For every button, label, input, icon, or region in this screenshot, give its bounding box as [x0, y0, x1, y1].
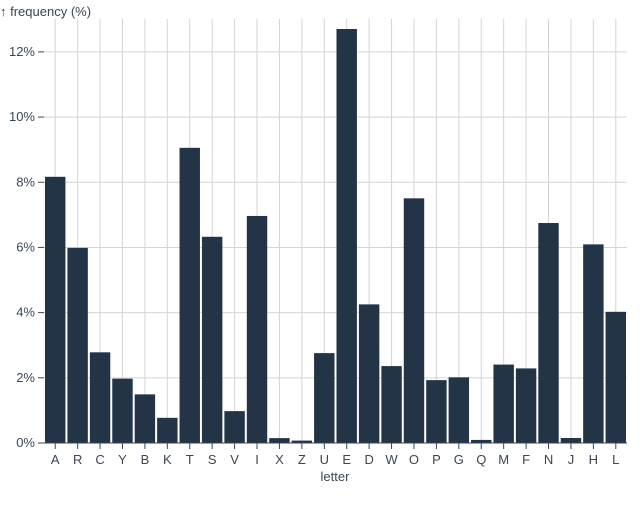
- bar-K: [157, 417, 178, 443]
- bar-W: [381, 366, 402, 443]
- y-tick-label: 12%: [9, 44, 35, 59]
- x-tick-label: N: [544, 452, 553, 467]
- y-axis-label: ↑ frequency (%): [0, 4, 91, 19]
- x-tick-label: C: [95, 452, 104, 467]
- y-tick-label: 4%: [16, 305, 35, 320]
- x-tick-label: S: [208, 452, 217, 467]
- y-tick-label: 8%: [16, 174, 35, 189]
- x-tick-label: W: [385, 452, 398, 467]
- bar-R: [67, 247, 88, 443]
- y-tick-label: 2%: [16, 370, 35, 385]
- x-tick-label: M: [498, 452, 509, 467]
- bar-V: [224, 411, 245, 443]
- x-tick-label: H: [589, 452, 598, 467]
- bar-E: [336, 29, 357, 443]
- x-tick-label: V: [230, 452, 239, 467]
- x-tick-label: X: [275, 452, 284, 467]
- x-tick-label: L: [612, 452, 619, 467]
- x-tick-label: G: [454, 452, 464, 467]
- bar-F: [515, 368, 537, 443]
- bar-A: [45, 176, 66, 443]
- y-tick-label: 6%: [16, 239, 35, 254]
- bar-G: [448, 377, 470, 443]
- y-tick-label: 0%: [16, 435, 35, 450]
- x-tick-label: O: [409, 452, 419, 467]
- bar-P: [426, 380, 447, 443]
- bar-J: [560, 438, 582, 443]
- bar-N: [538, 223, 559, 443]
- x-tick-label: B: [141, 452, 150, 467]
- x-tick-label: I: [255, 452, 259, 467]
- bar-I: [246, 215, 268, 443]
- bar-X: [269, 438, 290, 443]
- bar-T: [179, 147, 200, 443]
- y-tick-label: 10%: [9, 109, 35, 124]
- x-tick-label: F: [522, 452, 530, 467]
- bars: [45, 29, 626, 443]
- x-tick-label: R: [73, 452, 82, 467]
- bar-D: [358, 304, 380, 443]
- x-tick-label: Z: [298, 452, 306, 467]
- bar-Y: [112, 378, 133, 443]
- x-tick-label: D: [364, 452, 373, 467]
- x-tick-label: K: [163, 452, 172, 467]
- bar-Z: [291, 440, 313, 443]
- x-tick-label: Y: [118, 452, 127, 467]
- bar-L: [605, 311, 626, 443]
- y-axis: 0% 2% 4% 6% 8% 10% 12%: [9, 44, 44, 450]
- x-tick-label: P: [432, 452, 441, 467]
- bar-S: [201, 236, 223, 443]
- bar-M: [493, 364, 514, 443]
- x-tick-label: A: [51, 452, 60, 467]
- x-tick-label: T: [186, 452, 194, 467]
- bar-C: [89, 352, 111, 443]
- x-axis-label: letter: [321, 469, 351, 484]
- x-tick-label: Q: [476, 452, 486, 467]
- bar-U: [314, 353, 335, 443]
- x-tick-label: U: [320, 452, 329, 467]
- bar-H: [583, 244, 604, 443]
- bar-B: [134, 394, 156, 443]
- bar-O: [403, 198, 425, 443]
- x-tick-label: E: [342, 452, 351, 467]
- bar-Q: [471, 439, 492, 443]
- x-tick-label: J: [568, 452, 575, 467]
